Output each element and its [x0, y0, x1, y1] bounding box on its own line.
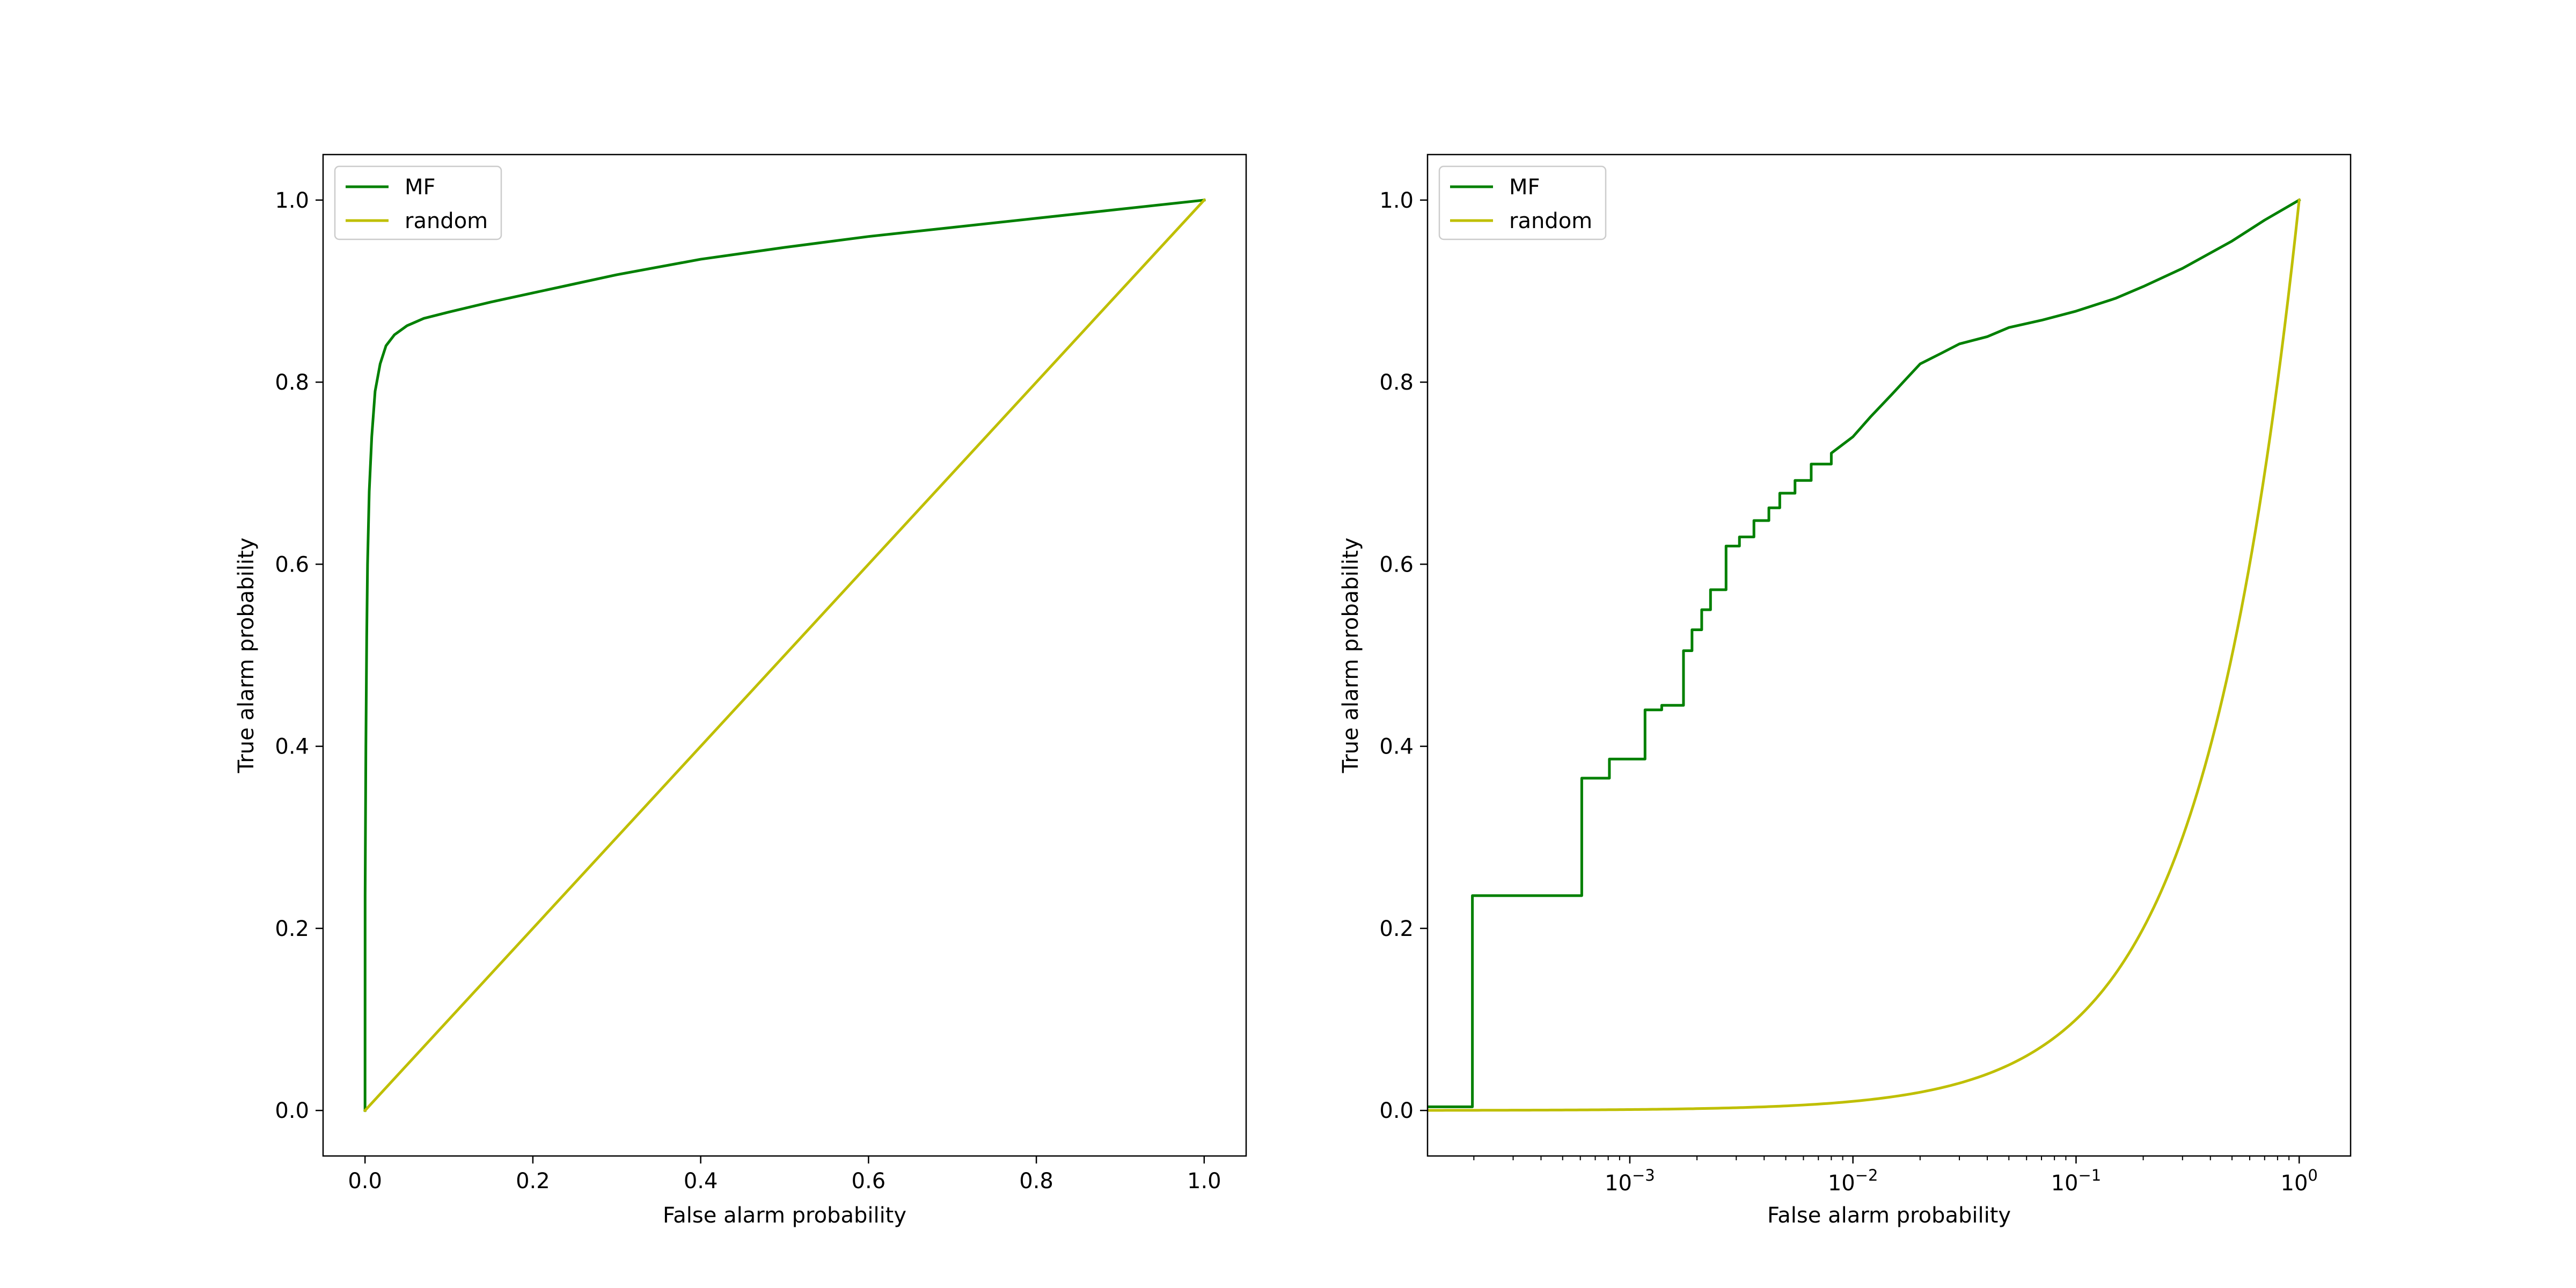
legend: MF random	[1438, 165, 1607, 240]
y-tick-label: 0.4	[1379, 735, 1414, 759]
legend: MF random	[334, 165, 502, 240]
y-tick-label: 0.8	[1379, 370, 1414, 395]
legend-label-mf: MF	[1509, 175, 1540, 200]
y-tick-label: 1.0	[275, 188, 309, 213]
chart-panel-1: 0.0 0.2 0.4 0.6 0.8 1.0 0.0 0.2 0.4 0.6 0.8 1.0 Fals…	[234, 153, 1247, 1228]
series-line-random	[363, 198, 1206, 1113]
x-tick-label: 0.4	[684, 1169, 718, 1194]
legend-label-random: random	[1509, 209, 1592, 233]
y-axis-label: True alarm probability	[234, 538, 259, 774]
x-tick-label-base: 10	[1828, 1171, 1855, 1196]
x-tick-label-exponent: −3	[1632, 1166, 1655, 1184]
axes-frame	[322, 153, 1247, 1157]
series-line-random	[1428, 199, 2301, 1112]
y-tick-label: 0.8	[275, 370, 309, 395]
x-tick-label-exponent: −1	[2079, 1166, 2102, 1184]
x-tick-label: 0.6	[852, 1169, 886, 1194]
series-line-mf	[1428, 198, 2301, 1108]
y-tick-label: 0.4	[275, 735, 309, 759]
x-tick-label: 10−3	[1605, 1166, 1655, 1196]
x-axis-label: False alarm probability	[1767, 1203, 2011, 1228]
y-axis-label: True alarm probability	[1338, 538, 1363, 774]
legend-label-mf: MF	[405, 175, 436, 200]
x-tick-label-base: 10	[2051, 1171, 2079, 1196]
x-tick-label-exponent: −2	[1855, 1166, 1878, 1184]
y-tick-label: 0.6	[1379, 552, 1414, 577]
legend-label-random: random	[405, 209, 488, 233]
x-tick-label-base: 10	[1605, 1171, 1632, 1196]
x-tick-label: 0.0	[348, 1169, 382, 1194]
x-tick-label-exponent: 0	[2308, 1166, 2317, 1184]
y-tick-label: 0.2	[275, 917, 309, 941]
x-tick-label-base: 10	[2281, 1171, 2308, 1196]
y-tick-label: 0.6	[275, 552, 309, 577]
series-line-mf	[363, 199, 1206, 1112]
y-tick-label: 1.0	[1379, 188, 1414, 213]
y-tick-label: 0.0	[1379, 1099, 1414, 1123]
y-tick-label: 0.0	[275, 1099, 309, 1123]
x-tick-label: 10−2	[1828, 1166, 1878, 1196]
x-tick-label: 0.8	[1019, 1169, 1053, 1194]
x-tick-label: 100	[2281, 1166, 2318, 1196]
x-tick-label: 10−1	[2051, 1166, 2102, 1196]
y-tick-label: 0.2	[1379, 917, 1414, 941]
x-axis-label: False alarm probability	[663, 1203, 906, 1228]
axes-frame	[1426, 153, 2352, 1157]
x-tick-label: 0.2	[516, 1169, 550, 1194]
x-tick-label: 1.0	[1187, 1169, 1221, 1194]
